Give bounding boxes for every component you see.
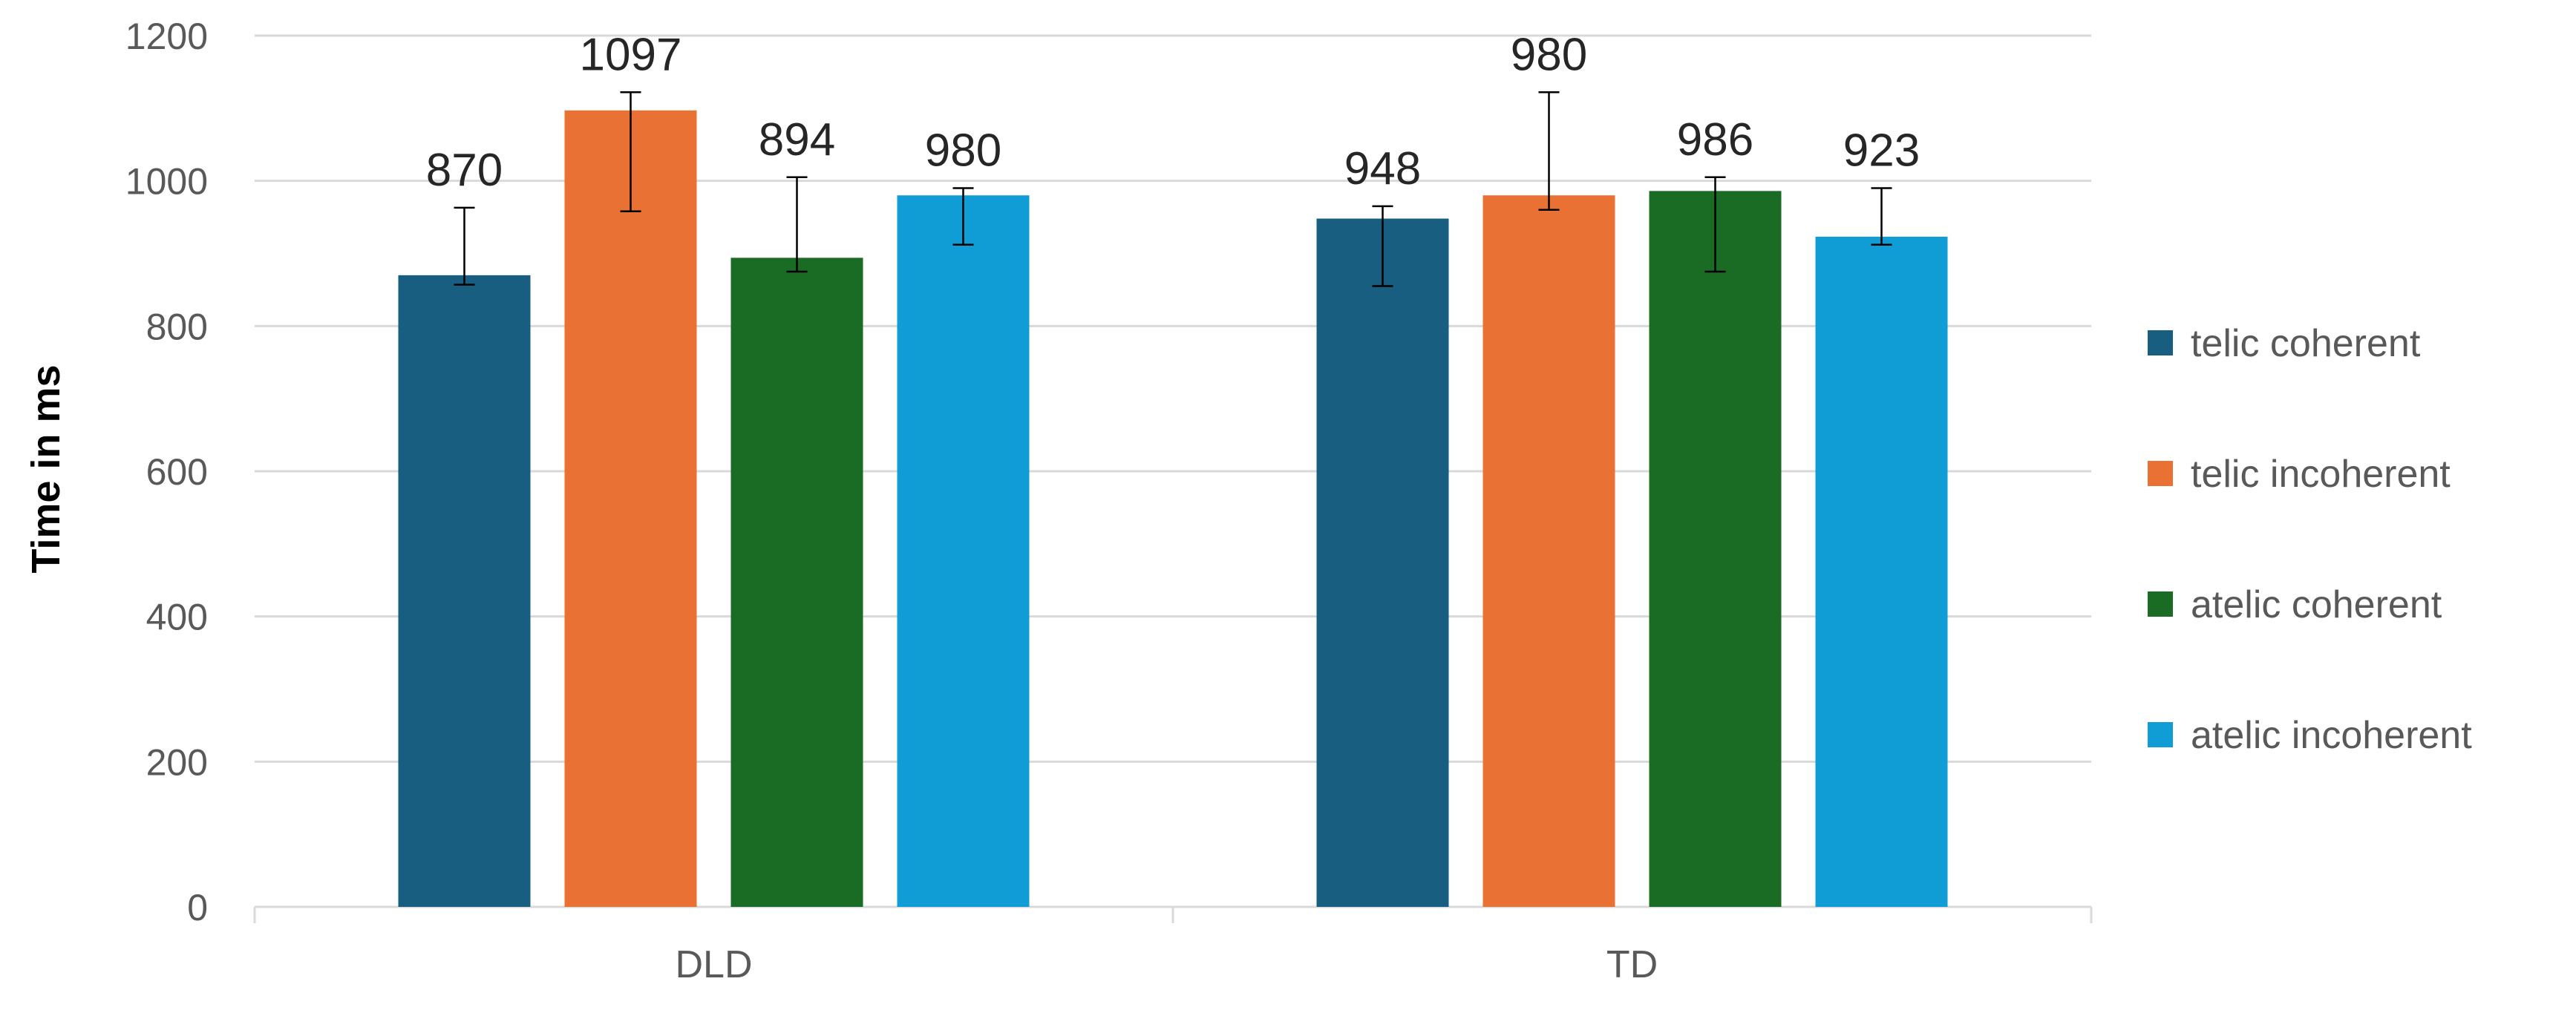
bar: [1482, 195, 1615, 907]
error-bars: [454, 91, 1892, 287]
y-axis-title: Time in ms: [24, 364, 68, 573]
data-labels: 870 1097 894 980 948 980 986 923: [426, 29, 1920, 196]
y-tick-label: 800: [146, 306, 208, 347]
bar: [1649, 191, 1782, 907]
bar: [897, 195, 1030, 907]
bar: [730, 258, 863, 907]
legend-label: telic coherent: [2191, 322, 2421, 365]
legend-swatch: [2148, 591, 2173, 617]
gridlines: [255, 34, 2091, 763]
legend: telic coherent telic incoherent atelic coh…: [2148, 322, 2472, 757]
bar: [1316, 218, 1449, 907]
data-label: 980: [925, 125, 1001, 176]
data-label: 1097: [580, 29, 682, 80]
data-label: 870: [426, 145, 503, 196]
y-tick-label: 200: [146, 741, 208, 783]
data-label: 986: [1677, 114, 1753, 165]
legend-swatch: [2148, 722, 2173, 747]
data-label: 894: [759, 114, 835, 165]
legend-swatch: [2148, 330, 2173, 355]
x-tick-label: TD: [1606, 943, 1658, 986]
y-tick-label: 0: [187, 887, 208, 928]
bar: [564, 110, 697, 908]
bars: [398, 110, 1948, 908]
legend-label: atelic coherent: [2191, 583, 2442, 626]
y-tick-label: 400: [146, 597, 208, 638]
axes: 0 200 400 600 800 1000 1200 DLD TD: [125, 16, 2093, 986]
bar: [1815, 236, 1948, 908]
data-label: 980: [1511, 29, 1587, 80]
data-label: 923: [1843, 125, 1920, 176]
data-label: 948: [1344, 143, 1421, 194]
legend-label: atelic incoherent: [2191, 714, 2472, 757]
x-tick-label: DLD: [675, 943, 752, 986]
y-tick-label: 1200: [125, 16, 208, 57]
legend-swatch: [2148, 461, 2173, 486]
legend-label: telic incoherent: [2191, 453, 2451, 496]
y-tick-label: 600: [146, 451, 208, 493]
y-tick-label: 1000: [125, 161, 208, 203]
bar: [398, 275, 531, 908]
